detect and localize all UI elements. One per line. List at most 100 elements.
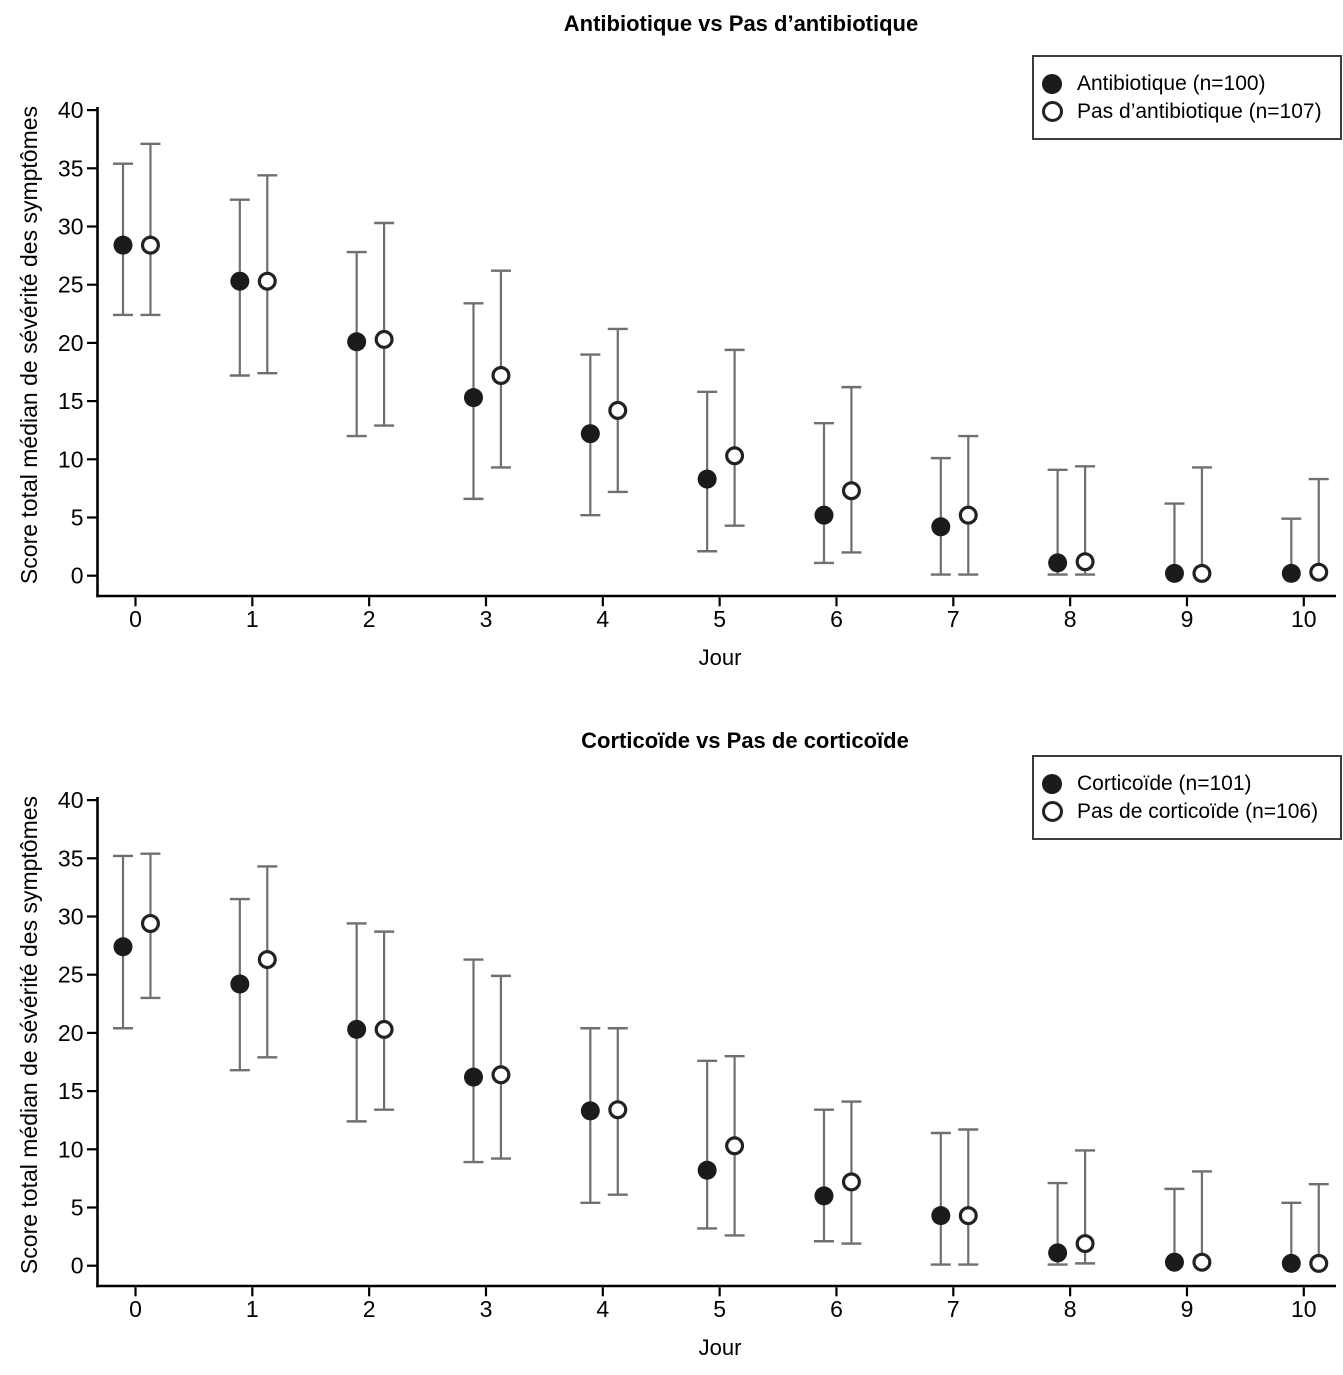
x-tick-label: 4	[596, 606, 609, 632]
x-tick-label: 6	[830, 1296, 843, 1322]
data-point-filled	[580, 1101, 600, 1121]
data-point-open	[958, 505, 978, 525]
y-tick-label: 5	[71, 1195, 84, 1221]
filled-circle-icon	[1042, 773, 1062, 794]
data-point-filled	[1048, 1243, 1068, 1263]
data-point-open	[374, 1019, 394, 1039]
x-tick-label: 2	[363, 1296, 376, 1322]
y-tick-label: 20	[58, 1020, 84, 1046]
legend-label: Pas d’antibiotique (n=107)	[1077, 99, 1322, 123]
chart-title: Antibiotique vs Pas d’antibiotique	[563, 11, 919, 36]
data-point-filled	[347, 1019, 367, 1039]
data-point-open	[1309, 562, 1329, 582]
plot-area-antibiotique: 0 5 10 15 20 25 30 35 40 0 1 2 3 4 5 6 7 8 9 10	[58, 97, 1336, 632]
x-tick-label: 9	[1181, 1296, 1194, 1322]
data-point-open	[1192, 563, 1212, 583]
x-tick-label: 0	[129, 606, 142, 632]
data-point-open	[608, 400, 628, 420]
x-tick-label: 4	[596, 1296, 609, 1322]
y-tick-label: 10	[58, 446, 84, 472]
x-tick-label: 8	[1064, 606, 1077, 632]
data-point-filled	[814, 1186, 834, 1206]
x-tick-label: 0	[129, 1296, 142, 1322]
y-tick-label: 0	[71, 1253, 84, 1279]
legend-marker-box	[1040, 773, 1064, 794]
axes	[96, 107, 1336, 598]
data-point-open	[1309, 1253, 1329, 1273]
chart-title: Corticoïde vs Pas de corticoïde	[581, 728, 909, 753]
data-point-open	[725, 446, 745, 466]
y-tick-label: 35	[58, 155, 84, 181]
data-point-filled	[1281, 1253, 1301, 1273]
markers-series-1	[140, 235, 1329, 583]
plot-area-corticoide: 0 5 10 15 20 25 30 35 40 0 1 2 3 4 5 6 7 8 9 10	[58, 787, 1336, 1322]
data-point-open	[608, 1100, 628, 1120]
y-tick-label: 15	[58, 1078, 84, 1104]
y-tick-label: 30	[58, 214, 84, 240]
y-tick-label: 20	[58, 330, 84, 356]
x-axis-ticks: 0 1 2 3 4 5 6 7 8 9 10	[129, 1287, 1317, 1322]
markers-series-1	[140, 913, 1329, 1273]
data-point-open	[257, 271, 277, 291]
x-tick-label: 7	[947, 606, 960, 632]
data-point-filled	[697, 1160, 717, 1180]
x-tick-label: 2	[363, 606, 376, 632]
data-point-open	[491, 365, 511, 385]
filled-circle-icon	[1042, 73, 1062, 94]
error-bars-series-0	[112, 854, 1302, 1266]
data-point-open	[140, 235, 160, 255]
axes	[96, 797, 1336, 1288]
data-point-filled	[1281, 563, 1301, 583]
data-point-filled	[1048, 553, 1068, 573]
data-point-filled	[814, 505, 834, 525]
data-point-open	[841, 1172, 861, 1192]
y-tick-label: 25	[58, 272, 84, 298]
data-point-open	[491, 1065, 511, 1085]
x-tick-label: 5	[713, 1296, 726, 1322]
x-tick-label: 5	[713, 606, 726, 632]
y-tick-label: 25	[58, 962, 84, 988]
x-tick-label: 1	[246, 606, 259, 632]
data-point-filled	[1164, 1252, 1184, 1272]
data-point-open	[1075, 552, 1095, 572]
x-axis-label: Jour	[698, 645, 742, 670]
x-tick-label: 3	[480, 606, 493, 632]
y-tick-label: 15	[58, 388, 84, 414]
data-point-open	[1192, 1252, 1212, 1272]
legend: Antibiotique (n=100) Pas d’antibiotique …	[1032, 55, 1342, 140]
legend-item: Pas d’antibiotique (n=107)	[1040, 98, 1340, 126]
open-circle-icon	[1041, 101, 1063, 122]
legend: Corticoïde (n=101) Pas de corticoïde (n=…	[1032, 755, 1342, 840]
data-point-filled	[463, 388, 483, 408]
x-tick-label: 1	[246, 1296, 259, 1322]
data-point-open	[725, 1136, 745, 1156]
markers-series-0	[113, 235, 1301, 583]
markers-series-0	[113, 937, 1301, 1273]
legend-label: Pas de corticoïde (n=106)	[1077, 799, 1319, 823]
x-tick-label: 3	[480, 1296, 493, 1322]
data-point-filled	[347, 332, 367, 352]
x-tick-label: 10	[1291, 606, 1317, 632]
data-point-open	[841, 481, 861, 501]
open-circle-icon	[1041, 801, 1063, 822]
y-tick-label: 10	[58, 1136, 84, 1162]
data-point-filled	[697, 469, 717, 489]
legend-marker-box	[1040, 801, 1064, 822]
x-tick-label: 8	[1064, 1296, 1077, 1322]
legend-item: Corticoïde (n=101)	[1040, 770, 1340, 798]
y-axis-ticks: 0 5 10 15 20 25 30 35 40	[58, 97, 98, 589]
data-point-open	[374, 329, 394, 349]
legend-label: Antibiotique (n=100)	[1077, 71, 1266, 95]
y-tick-label: 40	[58, 97, 84, 123]
legend-item: Antibiotique (n=100)	[1040, 70, 1340, 98]
x-tick-label: 7	[947, 1296, 960, 1322]
x-tick-label: 9	[1181, 606, 1194, 632]
error-bars-series-0	[112, 162, 1302, 576]
legend-marker-box	[1040, 73, 1064, 94]
data-point-open	[958, 1206, 978, 1226]
x-axis-ticks: 0 1 2 3 4 5 6 7 8 9 10	[129, 597, 1317, 632]
y-tick-label: 40	[58, 787, 84, 813]
x-tick-label: 10	[1291, 1296, 1317, 1322]
data-point-filled	[113, 235, 133, 255]
